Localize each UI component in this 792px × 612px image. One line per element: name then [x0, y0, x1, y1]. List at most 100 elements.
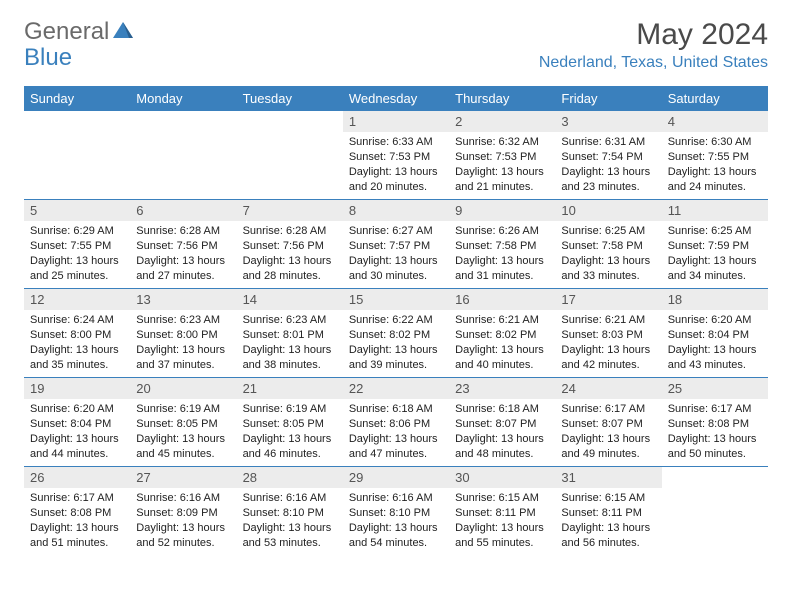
- day-number: 6: [130, 200, 236, 221]
- day-line: and 39 minutes.: [349, 358, 443, 373]
- day-content: Sunrise: 6:24 AMSunset: 8:00 PMDaylight:…: [24, 310, 130, 376]
- day-cell: 14Sunrise: 6:23 AMSunset: 8:01 PMDayligh…: [237, 289, 343, 377]
- day-number: 3: [555, 111, 661, 132]
- day-number: 4: [662, 111, 768, 132]
- day-number: 1: [343, 111, 449, 132]
- day-line: Daylight: 13 hours: [561, 254, 655, 269]
- day-content: Sunrise: 6:20 AMSunset: 8:04 PMDaylight:…: [662, 310, 768, 376]
- day-cell: [130, 111, 236, 199]
- day-line: Sunset: 8:00 PM: [136, 328, 230, 343]
- day-line: Sunset: 7:57 PM: [349, 239, 443, 254]
- day-content: Sunrise: 6:22 AMSunset: 8:02 PMDaylight:…: [343, 310, 449, 376]
- page-header: General May 2024 Nederland, Texas, Unite…: [24, 18, 768, 72]
- day-content: Sunrise: 6:28 AMSunset: 7:56 PMDaylight:…: [130, 221, 236, 287]
- weekday-header: Saturday: [662, 86, 768, 111]
- day-line: Daylight: 13 hours: [455, 165, 549, 180]
- day-line: Sunrise: 6:33 AM: [349, 135, 443, 150]
- day-number: 19: [24, 378, 130, 399]
- day-cell: 9Sunrise: 6:26 AMSunset: 7:58 PMDaylight…: [449, 200, 555, 288]
- day-line: Sunrise: 6:29 AM: [30, 224, 124, 239]
- day-number: 24: [555, 378, 661, 399]
- day-line: Daylight: 13 hours: [349, 254, 443, 269]
- day-number: 25: [662, 378, 768, 399]
- day-line: Sunrise: 6:16 AM: [349, 491, 443, 506]
- day-line: Sunrise: 6:18 AM: [455, 402, 549, 417]
- day-line: Daylight: 13 hours: [561, 521, 655, 536]
- day-cell: 28Sunrise: 6:16 AMSunset: 8:10 PMDayligh…: [237, 467, 343, 555]
- day-line: Sunrise: 6:18 AM: [349, 402, 443, 417]
- day-line: Daylight: 13 hours: [243, 343, 337, 358]
- logo: General: [24, 18, 139, 46]
- day-content: Sunrise: 6:19 AMSunset: 8:05 PMDaylight:…: [130, 399, 236, 465]
- day-line: Daylight: 13 hours: [243, 254, 337, 269]
- day-line: Sunset: 8:07 PM: [561, 417, 655, 432]
- location-text: Nederland, Texas, United States: [539, 54, 768, 72]
- day-line: Daylight: 13 hours: [136, 432, 230, 447]
- day-line: Sunrise: 6:17 AM: [30, 491, 124, 506]
- day-line: Sunrise: 6:19 AM: [243, 402, 337, 417]
- day-line: and 51 minutes.: [30, 536, 124, 551]
- day-line: Sunrise: 6:21 AM: [455, 313, 549, 328]
- sail-icon: [111, 20, 137, 45]
- day-cell: 18Sunrise: 6:20 AMSunset: 8:04 PMDayligh…: [662, 289, 768, 377]
- day-cell: 16Sunrise: 6:21 AMSunset: 8:02 PMDayligh…: [449, 289, 555, 377]
- day-content: Sunrise: 6:20 AMSunset: 8:04 PMDaylight:…: [24, 399, 130, 465]
- calendar-week: 12Sunrise: 6:24 AMSunset: 8:00 PMDayligh…: [24, 289, 768, 378]
- day-line: Sunset: 8:08 PM: [668, 417, 762, 432]
- day-line: and 34 minutes.: [668, 269, 762, 284]
- day-line: Sunset: 8:08 PM: [30, 506, 124, 521]
- day-line: Daylight: 13 hours: [668, 343, 762, 358]
- day-line: Sunset: 8:02 PM: [455, 328, 549, 343]
- day-cell: 22Sunrise: 6:18 AMSunset: 8:06 PMDayligh…: [343, 378, 449, 466]
- day-content: Sunrise: 6:23 AMSunset: 8:00 PMDaylight:…: [130, 310, 236, 376]
- day-number: 30: [449, 467, 555, 488]
- day-line: Daylight: 13 hours: [349, 521, 443, 536]
- day-number: [237, 111, 343, 132]
- day-line: Sunrise: 6:17 AM: [668, 402, 762, 417]
- day-content: Sunrise: 6:19 AMSunset: 8:05 PMDaylight:…: [237, 399, 343, 465]
- day-line: Daylight: 13 hours: [30, 254, 124, 269]
- day-number: 26: [24, 467, 130, 488]
- calendar-weeks: 1Sunrise: 6:33 AMSunset: 7:53 PMDaylight…: [24, 111, 768, 555]
- day-cell: 29Sunrise: 6:16 AMSunset: 8:10 PMDayligh…: [343, 467, 449, 555]
- day-line: Sunset: 7:54 PM: [561, 150, 655, 165]
- day-number: 20: [130, 378, 236, 399]
- day-line: Sunrise: 6:15 AM: [561, 491, 655, 506]
- day-number: 8: [343, 200, 449, 221]
- day-line: Sunrise: 6:16 AM: [243, 491, 337, 506]
- day-line: Sunset: 8:04 PM: [668, 328, 762, 343]
- day-line: and 49 minutes.: [561, 447, 655, 462]
- day-line: Daylight: 13 hours: [349, 343, 443, 358]
- day-content: Sunrise: 6:16 AMSunset: 8:10 PMDaylight:…: [343, 488, 449, 554]
- day-cell: 23Sunrise: 6:18 AMSunset: 8:07 PMDayligh…: [449, 378, 555, 466]
- day-line: Daylight: 13 hours: [668, 432, 762, 447]
- day-number: 17: [555, 289, 661, 310]
- day-content: Sunrise: 6:27 AMSunset: 7:57 PMDaylight:…: [343, 221, 449, 287]
- calendar-week: 26Sunrise: 6:17 AMSunset: 8:08 PMDayligh…: [24, 467, 768, 555]
- weekday-header-row: SundayMondayTuesdayWednesdayThursdayFrid…: [24, 86, 768, 111]
- day-line: Sunset: 8:07 PM: [455, 417, 549, 432]
- day-content: Sunrise: 6:29 AMSunset: 7:55 PMDaylight:…: [24, 221, 130, 287]
- day-content: Sunrise: 6:23 AMSunset: 8:01 PMDaylight:…: [237, 310, 343, 376]
- day-line: Daylight: 13 hours: [30, 521, 124, 536]
- day-content: Sunrise: 6:17 AMSunset: 8:07 PMDaylight:…: [555, 399, 661, 465]
- day-line: and 25 minutes.: [30, 269, 124, 284]
- day-line: Sunset: 7:58 PM: [455, 239, 549, 254]
- day-line: and 52 minutes.: [136, 536, 230, 551]
- day-number: 22: [343, 378, 449, 399]
- day-cell: 17Sunrise: 6:21 AMSunset: 8:03 PMDayligh…: [555, 289, 661, 377]
- day-content: Sunrise: 6:31 AMSunset: 7:54 PMDaylight:…: [555, 132, 661, 198]
- day-line: Sunrise: 6:23 AM: [243, 313, 337, 328]
- day-line: Daylight: 13 hours: [561, 432, 655, 447]
- day-number: 5: [24, 200, 130, 221]
- day-line: Sunrise: 6:27 AM: [349, 224, 443, 239]
- day-line: Sunset: 7:58 PM: [561, 239, 655, 254]
- day-number: 12: [24, 289, 130, 310]
- day-line: Daylight: 13 hours: [455, 254, 549, 269]
- day-cell: 30Sunrise: 6:15 AMSunset: 8:11 PMDayligh…: [449, 467, 555, 555]
- day-content: Sunrise: 6:18 AMSunset: 8:07 PMDaylight:…: [449, 399, 555, 465]
- day-content: Sunrise: 6:15 AMSunset: 8:11 PMDaylight:…: [555, 488, 661, 554]
- day-line: and 54 minutes.: [349, 536, 443, 551]
- day-line: Daylight: 13 hours: [561, 343, 655, 358]
- day-line: and 37 minutes.: [136, 358, 230, 373]
